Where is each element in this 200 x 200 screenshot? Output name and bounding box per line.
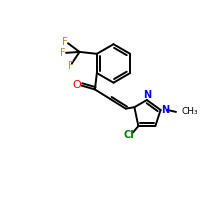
Text: F: F: [62, 37, 68, 47]
Text: F: F: [68, 61, 74, 71]
Text: Cl: Cl: [123, 130, 134, 140]
Text: O: O: [72, 80, 81, 90]
Text: N: N: [143, 90, 151, 100]
Text: N: N: [161, 105, 169, 115]
Text: F: F: [60, 48, 66, 58]
Text: CH₃: CH₃: [182, 107, 198, 116]
